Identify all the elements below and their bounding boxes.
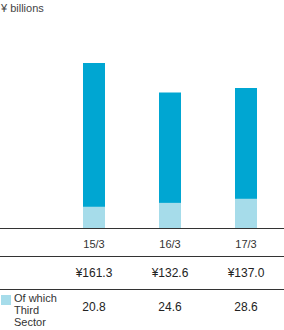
svg-text:Third: Third [14, 304, 42, 316]
svg-text:15/3: 15/3 [83, 238, 104, 250]
svg-text:¥161.3: ¥161.3 [75, 266, 113, 280]
svg-text:Of which: Of which [14, 292, 60, 304]
svg-text:16/3: 16/3 [159, 238, 180, 250]
svg-text:¥ billions: ¥ billions [0, 2, 44, 14]
svg-text:28.6: 28.6 [234, 300, 258, 314]
svg-text:¥132.6: ¥132.6 [151, 266, 189, 280]
svg-text:¥137.0: ¥137.0 [227, 266, 265, 280]
svg-text:Sector: Sector [14, 316, 46, 328]
svg-text:20.8: 20.8 [82, 300, 106, 314]
svg-text:24.6: 24.6 [158, 300, 182, 314]
svg-text:17/3: 17/3 [235, 238, 256, 250]
